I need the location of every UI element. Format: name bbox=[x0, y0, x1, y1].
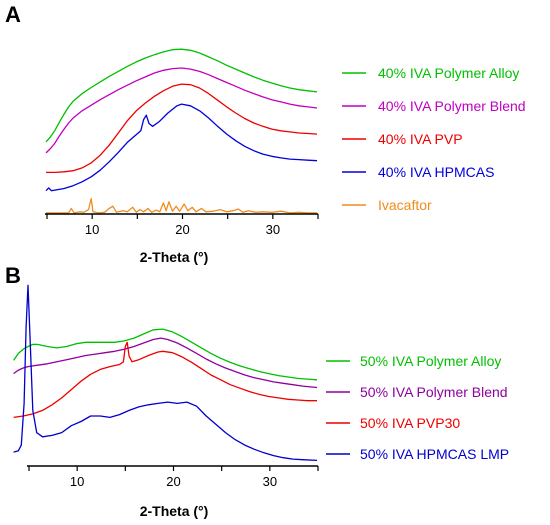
series-line-4 bbox=[13, 284, 318, 462]
legend-label-3: 40% IVA PVP bbox=[378, 131, 463, 147]
x-tick-label: 20 bbox=[175, 222, 189, 237]
series-line-2 bbox=[45, 67, 318, 154]
series-line-1 bbox=[13, 328, 318, 381]
series-line-3 bbox=[46, 83, 318, 174]
legend-label-2: 50% IVA Polymer Blend bbox=[360, 384, 508, 400]
x-tick-label: 20 bbox=[166, 474, 180, 489]
legend-label-2: 40% IVA Polymer Blend bbox=[378, 98, 526, 114]
series-line-1 bbox=[45, 48, 318, 143]
series-line-4 bbox=[45, 103, 318, 192]
x-tick-label: 30 bbox=[263, 474, 277, 489]
panel-b-x-ticks: 10 20 30 bbox=[28, 466, 319, 489]
legend-label-4: 50% IVA HPMCAS LMP bbox=[360, 446, 509, 462]
panel-a-legend: 40% IVA Polymer Alloy 40% IVA Polymer Ble… bbox=[342, 65, 526, 213]
panel-a-x-axis-label: 2-Theta (°) bbox=[140, 249, 209, 265]
x-tick-label: 10 bbox=[70, 474, 84, 489]
panel-b-letter: B bbox=[5, 263, 21, 288]
panel-b-legend: 50% IVA Polymer Alloy 50% IVA Polymer Ble… bbox=[326, 353, 509, 462]
x-tick-label: 10 bbox=[85, 222, 99, 237]
series-line-3 bbox=[13, 341, 317, 419]
panel-b: B 10 20 30 2-Theta (°) 50% IVA Polymer All… bbox=[5, 263, 509, 519]
panel-b-x-axis-label: 2-Theta (°) bbox=[140, 503, 209, 519]
series-line-5 bbox=[46, 197, 317, 214]
legend-label-3: 50% IVA PVP30 bbox=[360, 415, 460, 431]
panel-a: A 10 20 30 2-Theta (°) 40% IVA Polymer All… bbox=[5, 2, 526, 265]
legend-label-1: 50% IVA Polymer Alloy bbox=[360, 353, 501, 369]
legend-label-4: 40% IVA HPMCAS bbox=[378, 164, 494, 180]
legend-label-1: 40% IVA Polymer Alloy bbox=[378, 65, 519, 81]
panel-a-x-ticks: 10 20 30 bbox=[46, 214, 319, 237]
panel-a-letter: A bbox=[5, 2, 21, 27]
panel-b-plot-area bbox=[13, 284, 318, 462]
x-tick-label: 30 bbox=[266, 222, 280, 237]
panel-a-plot-area bbox=[45, 48, 318, 214]
series-line-2 bbox=[13, 337, 318, 389]
legend-label-5: Ivacaftor bbox=[378, 197, 432, 213]
